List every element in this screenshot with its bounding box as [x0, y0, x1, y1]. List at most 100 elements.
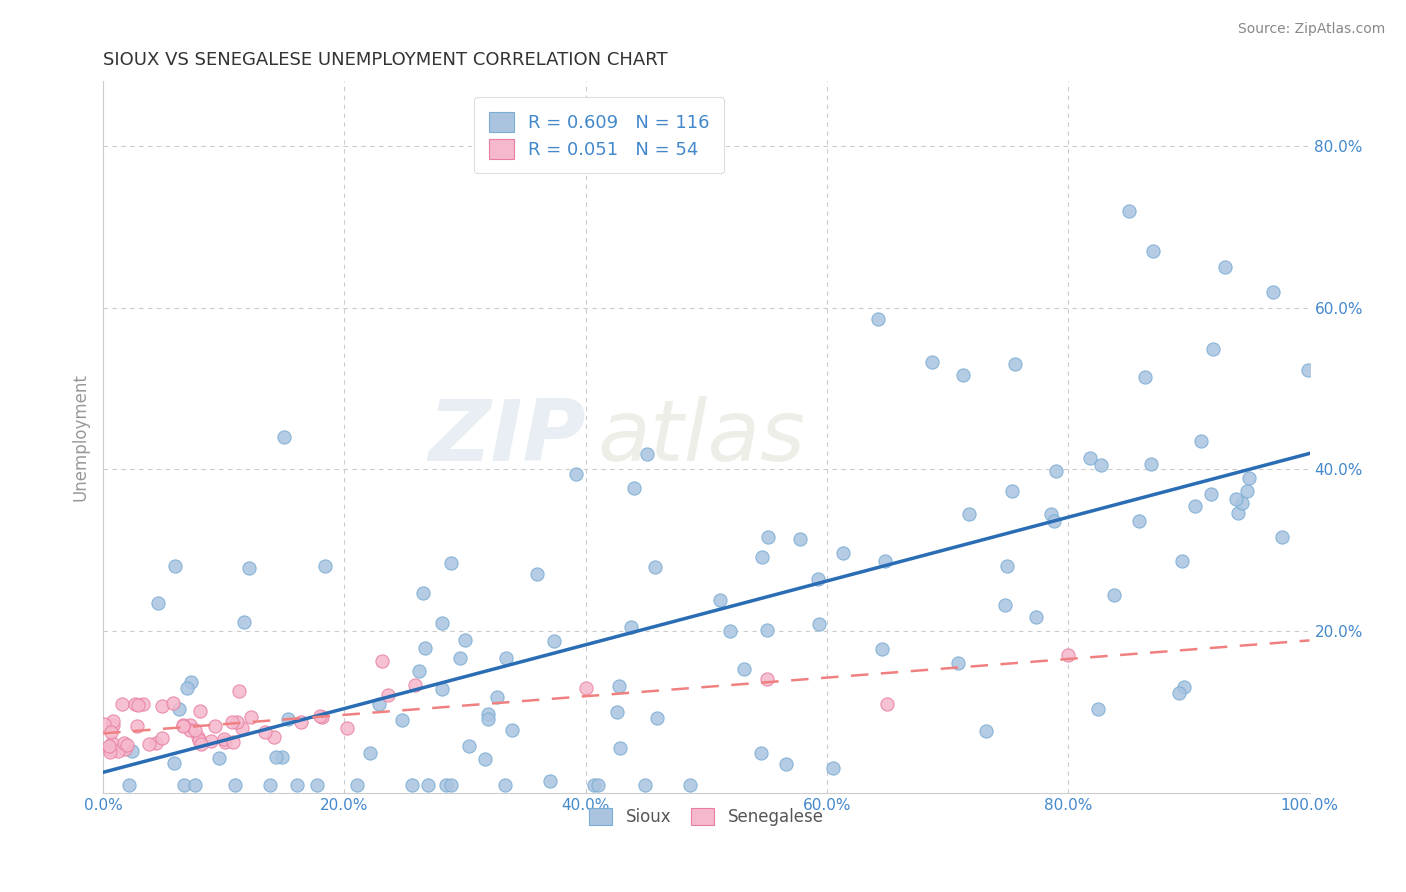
Point — [538, 774, 561, 789]
Point — [645, 711, 668, 725]
Point — [1189, 434, 1212, 448]
Point — [214, 735, 236, 749]
Point — [172, 718, 194, 732]
Point — [125, 719, 148, 733]
Point — [1230, 496, 1253, 510]
Point — [416, 778, 439, 792]
Point — [413, 640, 436, 655]
Point — [921, 354, 943, 368]
Point — [946, 657, 969, 671]
Point — [371, 654, 394, 668]
Point — [138, 737, 160, 751]
Point — [751, 746, 773, 760]
Point — [1184, 499, 1206, 513]
Point — [404, 678, 426, 692]
Point — [526, 566, 548, 581]
Point — [1213, 260, 1236, 275]
Point — [440, 778, 463, 792]
Point — [873, 554, 896, 568]
Point — [453, 633, 475, 648]
Point — [494, 778, 516, 792]
Point — [1039, 508, 1062, 522]
Point — [253, 725, 276, 739]
Point — [485, 690, 508, 704]
Point — [870, 641, 893, 656]
Point — [309, 709, 332, 723]
Point — [190, 705, 212, 719]
Point — [208, 751, 231, 765]
Point — [606, 705, 628, 719]
Point — [115, 738, 138, 752]
Point — [440, 557, 463, 571]
Point — [232, 615, 254, 629]
Text: atlas: atlas — [598, 395, 806, 478]
Point — [1237, 471, 1260, 485]
Point — [314, 558, 336, 573]
Point — [1236, 484, 1258, 499]
Point — [180, 675, 202, 690]
Point — [259, 778, 281, 792]
Point — [495, 651, 517, 665]
Point — [270, 750, 292, 764]
Point — [98, 739, 121, 753]
Point — [957, 508, 980, 522]
Point — [434, 778, 457, 792]
Point — [200, 734, 222, 748]
Point — [1043, 515, 1066, 529]
Point — [709, 592, 731, 607]
Point — [1140, 457, 1163, 471]
Point — [240, 710, 263, 724]
Point — [190, 737, 212, 751]
Point — [1168, 686, 1191, 700]
Y-axis label: Unemployment: Unemployment — [72, 373, 89, 501]
Point — [1057, 648, 1080, 663]
Point — [807, 572, 830, 586]
Point — [474, 752, 496, 766]
Point — [644, 559, 666, 574]
Point — [1118, 203, 1140, 218]
Point — [100, 724, 122, 739]
Point — [1001, 484, 1024, 499]
Point — [952, 368, 974, 382]
Point — [368, 697, 391, 711]
Point — [188, 733, 211, 747]
Point — [755, 623, 778, 637]
Point — [457, 739, 479, 753]
Point — [1004, 357, 1026, 371]
Point — [876, 697, 898, 711]
Point — [401, 778, 423, 792]
Point — [412, 586, 434, 600]
Point — [101, 714, 124, 728]
Point — [430, 615, 453, 630]
Point — [588, 778, 610, 792]
Point — [163, 559, 186, 574]
Point — [1271, 530, 1294, 544]
Point — [1171, 553, 1194, 567]
Point — [633, 778, 655, 792]
Point — [121, 743, 143, 757]
Point — [172, 719, 194, 733]
Point — [1202, 342, 1225, 356]
Point — [311, 710, 333, 724]
Point — [231, 721, 253, 735]
Point — [391, 713, 413, 727]
Point — [112, 736, 135, 750]
Point — [543, 634, 565, 648]
Point — [1104, 587, 1126, 601]
Legend: Sioux, Senegalese: Sioux, Senegalese — [581, 799, 832, 834]
Point — [1263, 285, 1285, 299]
Point — [1087, 702, 1109, 716]
Point — [1199, 487, 1222, 501]
Point — [821, 761, 844, 775]
Point — [620, 620, 643, 634]
Point — [150, 731, 173, 746]
Point — [204, 719, 226, 733]
Point — [290, 714, 312, 729]
Point — [751, 550, 773, 565]
Point — [98, 745, 121, 759]
Point — [101, 718, 124, 732]
Point — [238, 560, 260, 574]
Point — [789, 532, 811, 546]
Point — [1090, 458, 1112, 472]
Point — [1045, 464, 1067, 478]
